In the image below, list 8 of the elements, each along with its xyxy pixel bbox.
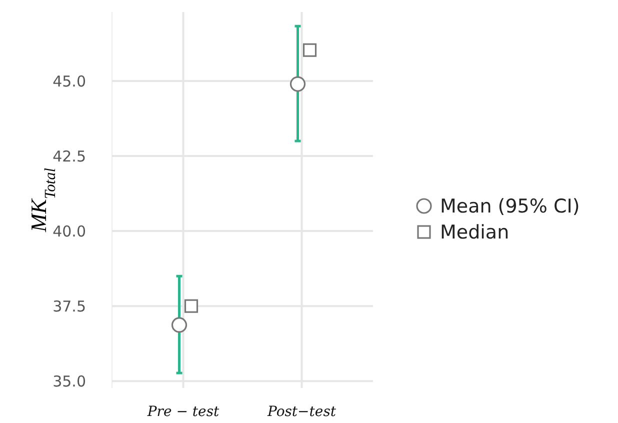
y-tick-label: 45.0	[52, 72, 86, 90]
x-tick-label: Post−test	[266, 404, 336, 420]
legend-label: Mean (95% CI)	[440, 196, 580, 218]
x-tick-label: Pre − test	[146, 404, 220, 420]
y-tick-label: 37.5	[52, 297, 86, 316]
y-tick-label: 42.5	[52, 147, 86, 166]
y-tick-label: 35.0	[52, 372, 86, 390]
legend-label: Median	[440, 222, 510, 244]
